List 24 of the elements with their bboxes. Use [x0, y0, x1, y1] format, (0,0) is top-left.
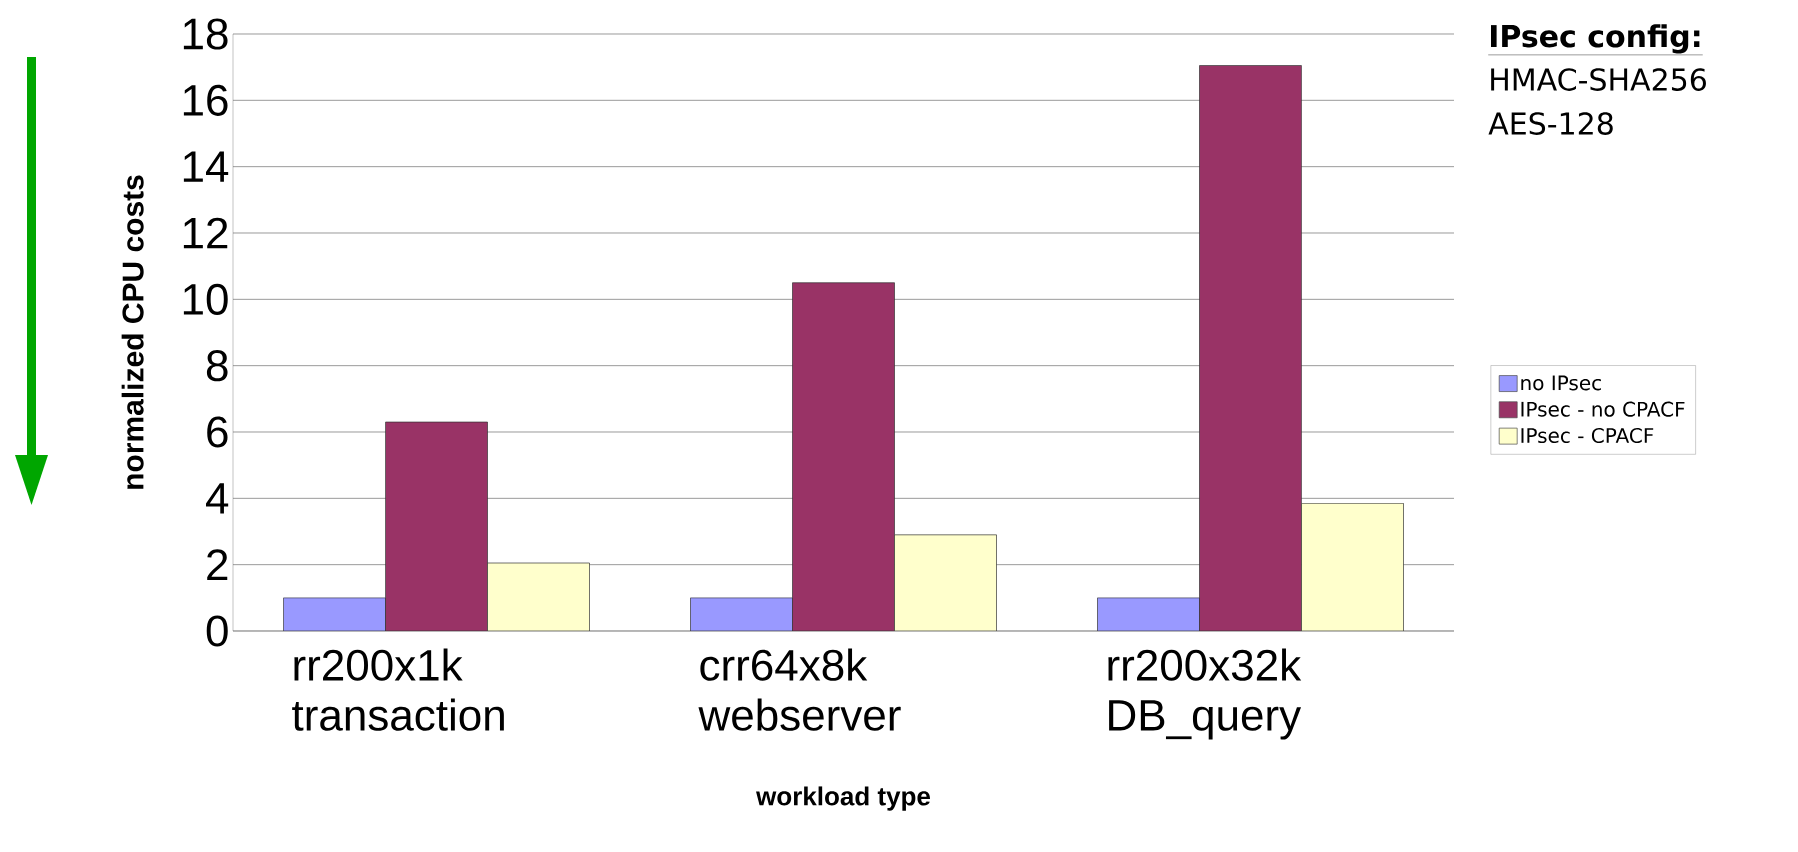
- y-tick-label: 14: [183, 151, 229, 182]
- x-axis-title: workload type: [756, 786, 931, 811]
- y-tick-label: 2: [207, 549, 228, 581]
- y-tick-label: 6: [207, 416, 228, 448]
- legend-label: no IPsec: [1521, 375, 1601, 391]
- bar: [792, 282, 895, 631]
- legend-label: IPsec - no CPACF: [1521, 401, 1685, 417]
- y-tick-label: 0: [206, 615, 228, 647]
- y-tick-label: 18: [183, 18, 228, 50]
- x-tick-label: crr64x8k webserver: [698, 648, 901, 731]
- y-tick-label: 4: [206, 483, 229, 514]
- text: AES-128: [1488, 112, 1613, 135]
- x-tick-label: rr200x1k transaction: [292, 648, 504, 731]
- bar: [385, 421, 488, 631]
- y-tick-label: 10: [183, 283, 228, 315]
- y-axis-title: normalized CPU costs: [121, 175, 144, 489]
- y-tick-label: 8: [206, 350, 228, 382]
- y-tick-label: 12: [183, 217, 228, 249]
- text: HMAC-SHA256: [1491, 68, 1706, 91]
- bar: [1199, 65, 1302, 631]
- legend-label: IPsec - CPACF: [1521, 427, 1654, 444]
- y-tick-label: 16: [183, 84, 228, 116]
- x-tick-label: rr200x32k DB_query: [1108, 648, 1302, 740]
- text: IPsec config:: [1490, 24, 1700, 54]
